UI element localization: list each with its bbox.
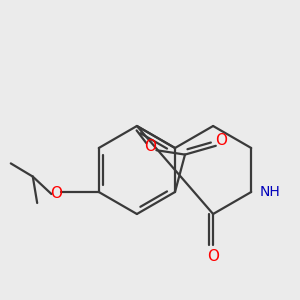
Text: O: O [215, 133, 227, 148]
Text: O: O [50, 187, 62, 202]
Text: O: O [144, 139, 156, 154]
Text: O: O [207, 249, 219, 264]
Text: NH: NH [259, 185, 280, 199]
